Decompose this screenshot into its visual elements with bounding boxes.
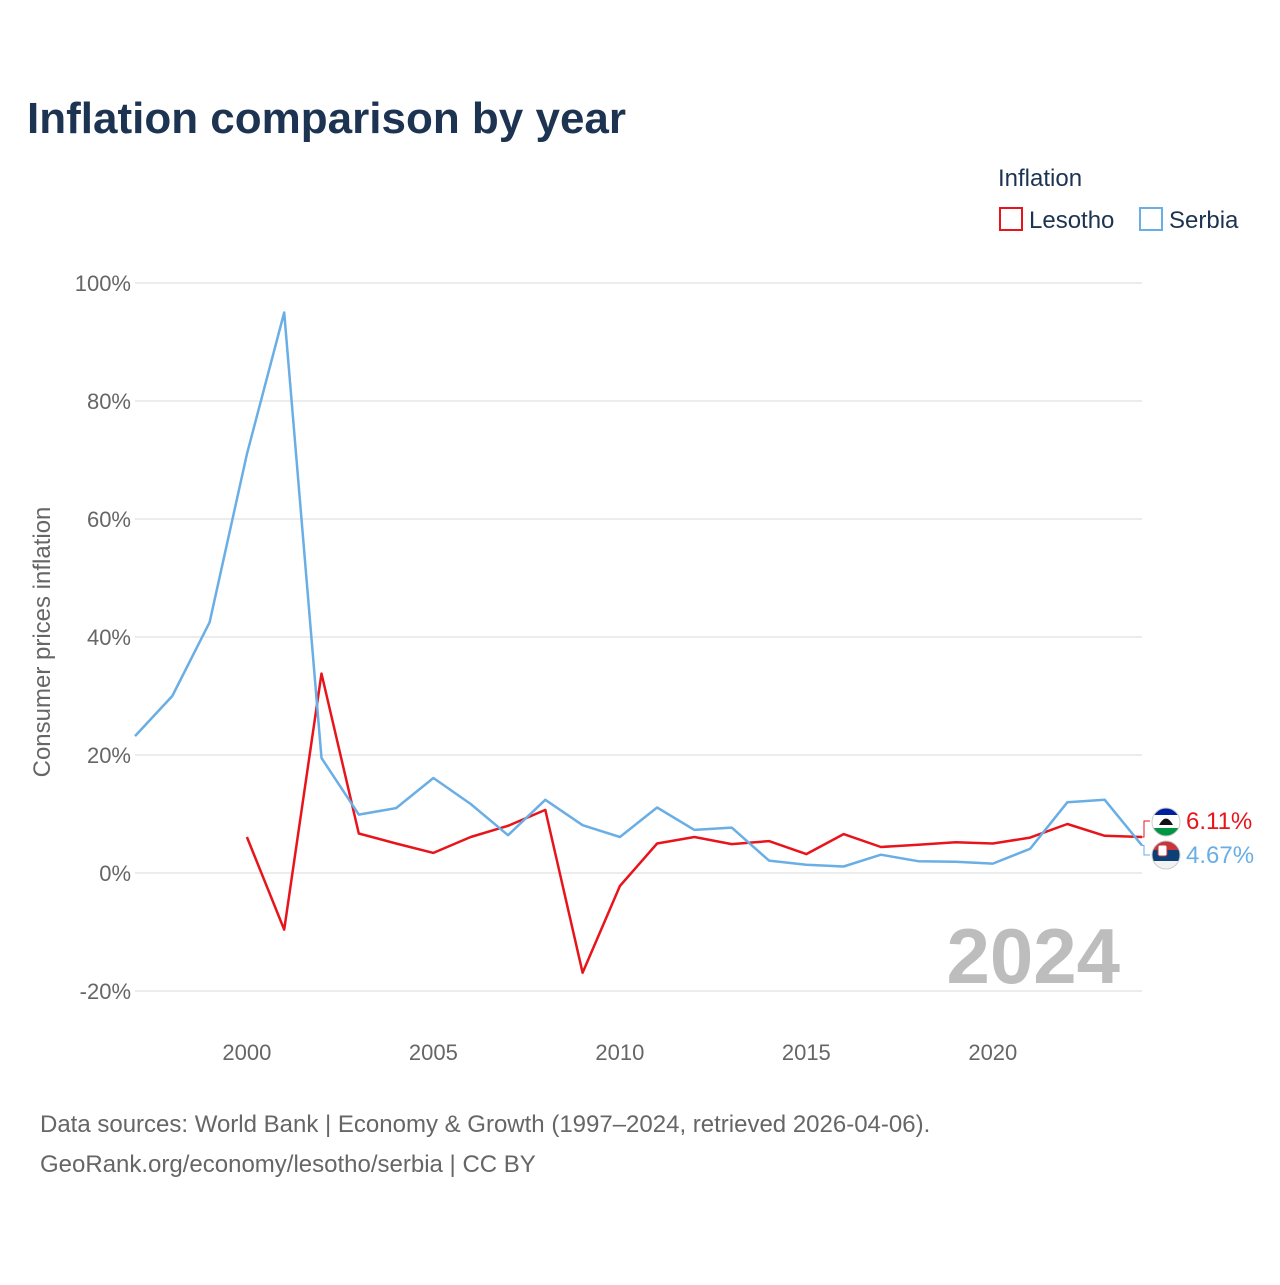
legend-swatch-serbia [1139,207,1163,231]
source-line-1: Data sources: World Bank | Economy & Gro… [40,1111,930,1138]
source-line-2[interactable]: GeoRank.org/economy/lesotho/serbia | CC … [40,1151,536,1178]
x-tick-label: 2020 [968,1040,1017,1065]
current-year-watermark: 2024 [946,912,1120,1000]
x-axis-ticks: 2000 2005 2010 2015 2020 [222,1040,1017,1065]
series-end-markers: 6.11% 4.67% [1142,808,1254,869]
y-tick-label: 100% [75,271,131,296]
serbia-flag-icon [1151,840,1181,870]
y-tick-label: 20% [87,743,131,768]
gridlines [135,282,1142,992]
legend-swatch-lesotho [999,207,1023,231]
series-line-serbia[interactable] [134,311,1143,868]
lesotho-flag-icon [1151,807,1181,837]
legend-label-lesotho: Lesotho [1029,207,1114,234]
legend-title: Inflation [998,165,1082,192]
legend-item-lesotho[interactable]: Lesotho [999,207,1114,234]
x-tick-label: 2015 [782,1040,831,1065]
end-value-lesotho: 6.11% [1186,808,1252,835]
x-tick-label: 2010 [595,1040,644,1065]
y-tick-label: 0% [99,861,131,886]
series-line-lesotho[interactable] [245,672,1143,974]
end-connector-lesotho [1142,820,1150,838]
end-value-serbia: 4.67% [1186,842,1254,869]
legend-label-serbia: Serbia [1169,207,1239,234]
y-tick-label: 40% [87,625,131,650]
series-lines [134,311,1143,974]
chart-title: Inflation comparison by year [27,94,626,143]
y-axis-ticks: -20% 0% 20% 40% 60% 80% 100% [75,271,131,1004]
y-tick-label: -20% [80,979,131,1004]
y-tick-label: 60% [87,507,131,532]
x-tick-label: 2005 [409,1040,458,1065]
y-axis-title: Consumer prices inflation [29,507,56,778]
y-tick-label: 80% [87,389,131,414]
legend-item-serbia[interactable]: Serbia [1139,207,1239,234]
end-connector-serbia [1142,844,1150,856]
x-tick-label: 2000 [222,1040,271,1065]
legend: Inflation Lesotho Serbia [998,165,1239,234]
